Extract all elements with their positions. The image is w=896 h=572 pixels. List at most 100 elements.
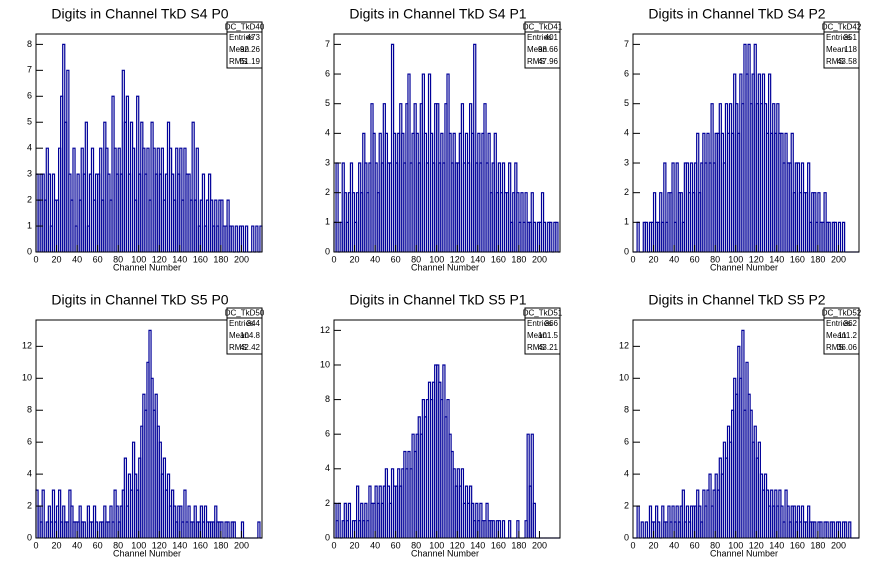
chart-title: Digits in Channel TkD S5 P1 bbox=[349, 292, 526, 308]
stats-label: Entries bbox=[527, 319, 552, 328]
y-tick-label: 2 bbox=[27, 500, 32, 510]
y-tick-label: 0 bbox=[325, 532, 330, 542]
stats-value: 42.42 bbox=[240, 343, 261, 352]
histogram-bin bbox=[240, 521, 245, 538]
plot-frame bbox=[333, 319, 561, 539]
x-tick-label: 200 bbox=[831, 540, 846, 550]
stats-value: 362 bbox=[844, 319, 858, 328]
histogram-bin bbox=[807, 162, 811, 252]
y-tick-label: 2 bbox=[325, 498, 330, 508]
y-tick-label: 4 bbox=[27, 143, 32, 153]
histogram-bin bbox=[58, 489, 62, 538]
histogram-bin bbox=[831, 521, 835, 538]
x-tick-label: 80 bbox=[113, 254, 123, 264]
histogram-bin bbox=[255, 225, 259, 252]
stats-value: 401 bbox=[545, 33, 559, 42]
stats-label: Mean bbox=[527, 331, 547, 340]
histogram-bin bbox=[844, 521, 848, 538]
y-tick-label: 6 bbox=[27, 437, 32, 447]
histogram-bin bbox=[51, 489, 56, 538]
histogram-bin bbox=[251, 225, 255, 252]
histogram-bin bbox=[549, 221, 553, 252]
histogram-bin bbox=[681, 489, 685, 538]
stats-value: 92.26 bbox=[240, 45, 261, 54]
x-tick-label: 140 bbox=[470, 540, 485, 550]
plot-frame bbox=[35, 319, 263, 539]
histogram-bin bbox=[640, 521, 644, 538]
stats-box bbox=[226, 21, 263, 69]
x-tick-label: 0 bbox=[331, 540, 336, 550]
x-tick-label: 60 bbox=[93, 254, 103, 264]
y-tick-label: 4 bbox=[27, 468, 32, 478]
y-tick-label: 8 bbox=[624, 405, 629, 415]
x-tick-label: 120 bbox=[152, 540, 167, 550]
stats-box bbox=[524, 307, 561, 355]
x-tick-label: 100 bbox=[728, 254, 743, 264]
y-tick-label: 4 bbox=[325, 128, 330, 138]
stats-label: RMS bbox=[826, 343, 844, 352]
histogram-bin bbox=[473, 43, 477, 252]
y-tick-label: 4 bbox=[325, 463, 330, 473]
y-tick-label: 7 bbox=[27, 65, 32, 75]
histogram-bin bbox=[508, 162, 512, 252]
x-tick-label: 20 bbox=[350, 540, 360, 550]
x-axis-label: Channel Number bbox=[411, 548, 479, 558]
histogram-bin bbox=[501, 520, 506, 538]
x-tick-label: 60 bbox=[690, 540, 700, 550]
histogram-bin bbox=[195, 147, 199, 252]
y-tick-label: 3 bbox=[624, 157, 629, 167]
y-tick-label: 5 bbox=[27, 117, 32, 127]
x-tick-label: 140 bbox=[769, 254, 784, 264]
chart-title: Digits in Channel TkD S5 P0 bbox=[51, 292, 228, 308]
y-tick-label: 1 bbox=[325, 217, 330, 227]
stats-label: RMS bbox=[527, 343, 545, 352]
x-tick-label: 80 bbox=[113, 540, 123, 550]
stats-name: DC_TkD40 bbox=[225, 23, 265, 32]
stats-name: DC_TkD50 bbox=[225, 309, 265, 318]
y-tick-label: 5 bbox=[325, 98, 330, 108]
x-tick-label: 140 bbox=[172, 540, 187, 550]
y-tick-label: 0 bbox=[27, 532, 32, 542]
y-tick-label: 1 bbox=[624, 217, 629, 227]
histogram-bin bbox=[240, 225, 245, 252]
y-tick-label: 10 bbox=[22, 373, 32, 383]
stats-label: Mean bbox=[527, 45, 547, 54]
chart-title: Digits in Channel TkD S5 P2 bbox=[648, 292, 825, 308]
x-tick-label: 160 bbox=[193, 254, 208, 264]
plot-frame bbox=[35, 33, 263, 253]
y-tick-label: 6 bbox=[27, 91, 32, 101]
y-tick-label: 3 bbox=[325, 157, 330, 167]
x-tick-label: 180 bbox=[511, 254, 526, 264]
pad: Digits in Channel TkD S4 P1 0 1 2 3 4 5 6 7 0 20 40… bbox=[325, 6, 563, 273]
x-tick-label: 60 bbox=[391, 254, 401, 264]
y-tick-label: 5 bbox=[624, 98, 629, 108]
histogram-bin bbox=[244, 225, 249, 252]
x-tick-label: 80 bbox=[710, 254, 720, 264]
histogram-bin bbox=[257, 521, 261, 538]
x-tick-label: 200 bbox=[532, 540, 547, 550]
stats-value: 473 bbox=[247, 33, 261, 42]
histogram-bin bbox=[226, 521, 230, 538]
x-tick-label: 200 bbox=[234, 254, 249, 264]
y-tick-label: 6 bbox=[624, 68, 629, 78]
histogram-bin bbox=[532, 221, 536, 252]
x-tick-label: 0 bbox=[630, 254, 635, 264]
x-tick-label: 180 bbox=[810, 540, 825, 550]
x-tick-label: 40 bbox=[669, 254, 679, 264]
y-tick-label: 6 bbox=[325, 429, 330, 439]
x-axis-label: Channel Number bbox=[113, 548, 181, 558]
y-tick-label: 8 bbox=[27, 405, 32, 415]
histogram-bin bbox=[347, 502, 352, 538]
x-tick-label: 120 bbox=[749, 254, 764, 264]
x-tick-label: 100 bbox=[131, 540, 146, 550]
histogram-bin bbox=[542, 221, 547, 252]
histogram-bin bbox=[837, 521, 842, 538]
y-tick-label: 8 bbox=[27, 39, 32, 49]
histogram-bin bbox=[671, 162, 675, 252]
stats-value: 366 bbox=[545, 319, 559, 328]
x-tick-label: 100 bbox=[429, 540, 444, 550]
stats-value: 51.19 bbox=[240, 57, 261, 66]
histogram-bin bbox=[234, 225, 238, 252]
